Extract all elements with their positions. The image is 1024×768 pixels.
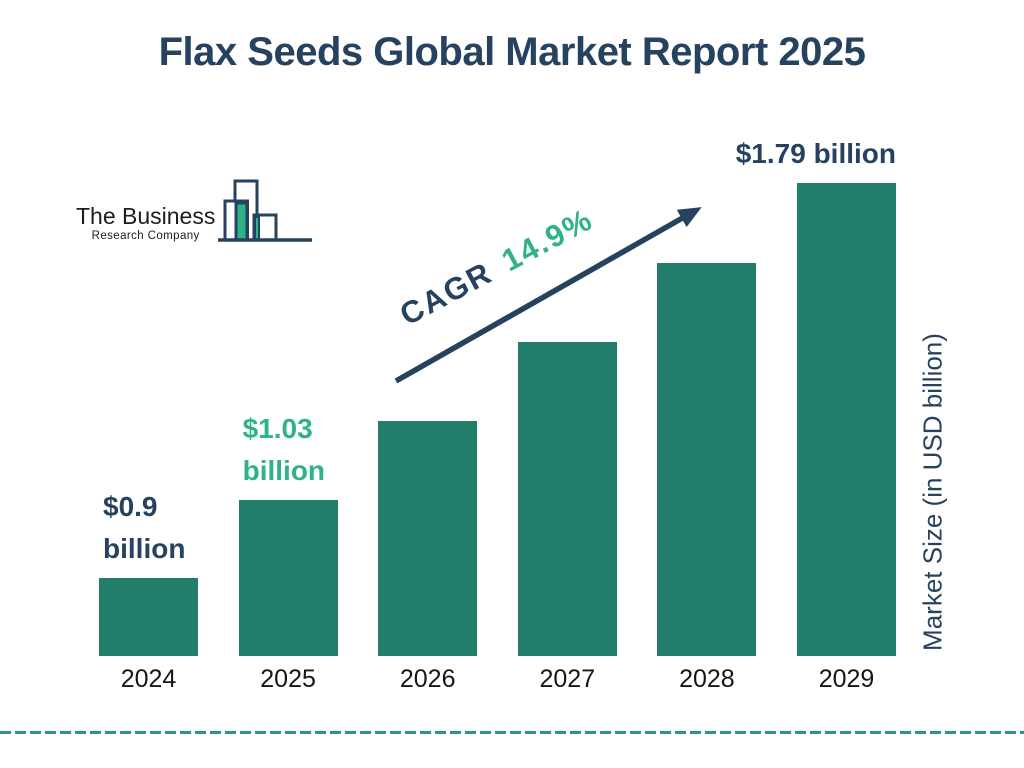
logo-bars-icon: [218, 179, 313, 242]
bar-2026: [378, 421, 478, 656]
year-label-2025: 2025: [260, 665, 316, 693]
y-axis-title: Market Size (in USD billion): [917, 333, 948, 651]
bar-2025: [238, 500, 338, 656]
growth-arrow-icon: [394, 207, 702, 384]
value-label-2029: $1.79 billion: [735, 138, 896, 169]
bottom-dashed-divider: [0, 731, 1024, 734]
year-label-2027: 2027: [539, 665, 596, 693]
year-label-2028: 2028: [679, 665, 735, 693]
company-logo: The Business Research Company: [76, 174, 314, 243]
year-label-2029: 2029: [818, 665, 875, 693]
value-label-2024: $0.9 billion: [103, 491, 186, 564]
logo-text: The Business Research Company: [76, 204, 215, 243]
year-label-2024: 2024: [120, 665, 177, 693]
bar-2028: [657, 263, 757, 656]
bar-2029: [797, 183, 896, 656]
bar-2024: [99, 578, 198, 656]
logo-subname: Research Company: [91, 230, 200, 242]
bar-2027: [517, 342, 617, 656]
value-label-2025: $1.03 billion: [242, 413, 326, 486]
logo-name: The Business: [76, 203, 216, 229]
year-label-2026: 2026: [399, 665, 456, 693]
page-title: Flax Seeds Global Market Report 2025: [158, 30, 866, 74]
